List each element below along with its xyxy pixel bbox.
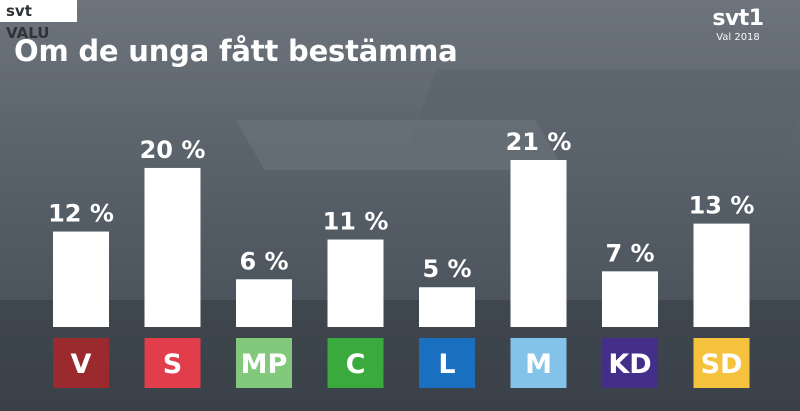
party-box-v — [53, 338, 109, 388]
data-label-mp: 6 % — [239, 247, 288, 275]
party-box-l — [419, 338, 475, 388]
party-box-mp — [236, 338, 292, 388]
channel-logo: svt1 Val 2018 — [708, 6, 768, 44]
category-label-mp: MP — [241, 349, 288, 380]
bar-m — [510, 160, 567, 327]
program-tag: svt VALU — [0, 0, 77, 42]
data-label-c: 11 % — [323, 208, 389, 236]
party-box-m — [510, 338, 567, 388]
party-box-c — [327, 338, 384, 388]
data-label-sd: 13 % — [689, 192, 755, 220]
bar-kd — [602, 271, 658, 327]
bar-l — [419, 287, 475, 327]
party-box-kd — [602, 338, 658, 388]
party-box-sd — [693, 338, 750, 388]
data-label-l: 5 % — [422, 255, 471, 283]
bar-mp — [236, 279, 292, 327]
category-label-m: M — [525, 349, 552, 380]
channel-logo-subtitle: Val 2018 — [716, 32, 760, 43]
party-box-s — [144, 338, 201, 388]
bar-c — [327, 239, 384, 327]
background-shape — [0, 300, 800, 411]
category-label-sd: SD — [701, 349, 743, 380]
category-label-c: C — [346, 349, 366, 380]
bar-sd — [693, 223, 750, 327]
data-label-m: 21 % — [506, 128, 572, 156]
channel-logo-text: svt1 — [712, 6, 764, 31]
bar-v — [53, 231, 109, 327]
category-label-kd: KD — [608, 349, 651, 380]
category-label-v: V — [71, 349, 92, 380]
data-label-s: 20 % — [140, 136, 206, 164]
chart-title: Om de unga fått bestämma — [14, 34, 458, 68]
data-label-kd: 7 % — [605, 239, 654, 267]
bar-s — [144, 167, 201, 327]
category-label-s: S — [163, 349, 182, 380]
category-label-l: L — [438, 349, 455, 380]
data-label-v: 12 % — [48, 200, 114, 228]
